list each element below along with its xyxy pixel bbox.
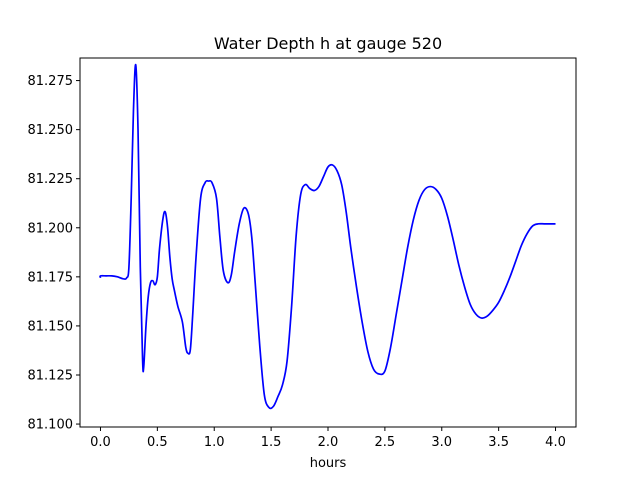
x-tick-label: 0.0	[90, 435, 111, 450]
y-tick-label: 81.150	[28, 319, 74, 334]
x-tick-label: 0.5	[147, 435, 168, 450]
series-line	[99, 64, 556, 410]
y-tick-label: 81.200	[28, 221, 74, 236]
y-tick-label: 81.275	[28, 74, 74, 89]
chart-title: Water Depth h at gauge 520	[214, 34, 442, 53]
plot-area	[99, 64, 556, 410]
x-axis: 0.0 0.5 1.0 1.5 2.0 2.5 3.0 3.5 4.0	[90, 427, 566, 450]
x-tick-label: 3.5	[488, 435, 509, 450]
x-tick-label: 3.0	[431, 435, 452, 450]
y-tick-label: 81.225	[28, 172, 74, 187]
y-tick-label: 81.100	[28, 418, 74, 433]
axes-frame	[79, 57, 577, 428]
y-tick-label: 81.175	[28, 270, 74, 285]
x-tick-label: 4.0	[545, 435, 566, 450]
x-tick-label: 2.0	[318, 435, 339, 450]
x-tick-label: 1.0	[204, 435, 225, 450]
y-axis: 81.100 81.125 81.150 81.175 81.200 81.225 81.2…	[28, 74, 80, 433]
x-tick-label: 1.5	[261, 435, 282, 450]
y-tick-label: 81.125	[28, 368, 74, 383]
x-tick-label: 2.5	[375, 435, 396, 450]
x-axis-label: hours	[310, 456, 347, 471]
y-tick-label: 81.250	[28, 123, 74, 138]
